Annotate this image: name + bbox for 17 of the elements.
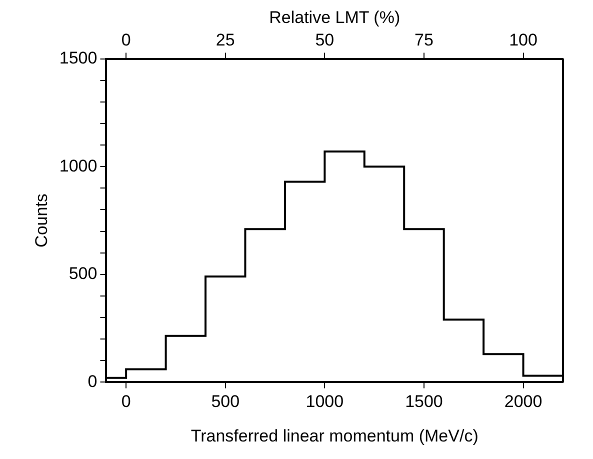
x-tick-label: 1500: [405, 392, 443, 412]
y-tick-label: 1000: [59, 156, 98, 176]
x2-axis-title: Relative LMT (%): [269, 8, 400, 27]
x2-tick-label: 50: [315, 30, 334, 50]
x2-tick-label: 0: [121, 30, 131, 50]
y-tick-label: 500: [68, 264, 98, 284]
x2-tick-label: 100: [509, 30, 538, 50]
x2-tick-label: 25: [216, 30, 235, 50]
y-tick-label: 0: [88, 372, 98, 391]
x2-tick-label: 75: [414, 30, 434, 50]
x-axis-title: Transferred linear momentum (MeV/c): [190, 426, 478, 446]
x-tick-label: 1000: [306, 392, 344, 412]
x-tick-label: 2000: [504, 392, 542, 412]
x-tick-label: 500: [211, 392, 240, 412]
y-tick-label: 1500: [59, 48, 98, 68]
x-tick-label: 0: [121, 392, 131, 412]
y-axis-title: Counts: [32, 194, 51, 248]
